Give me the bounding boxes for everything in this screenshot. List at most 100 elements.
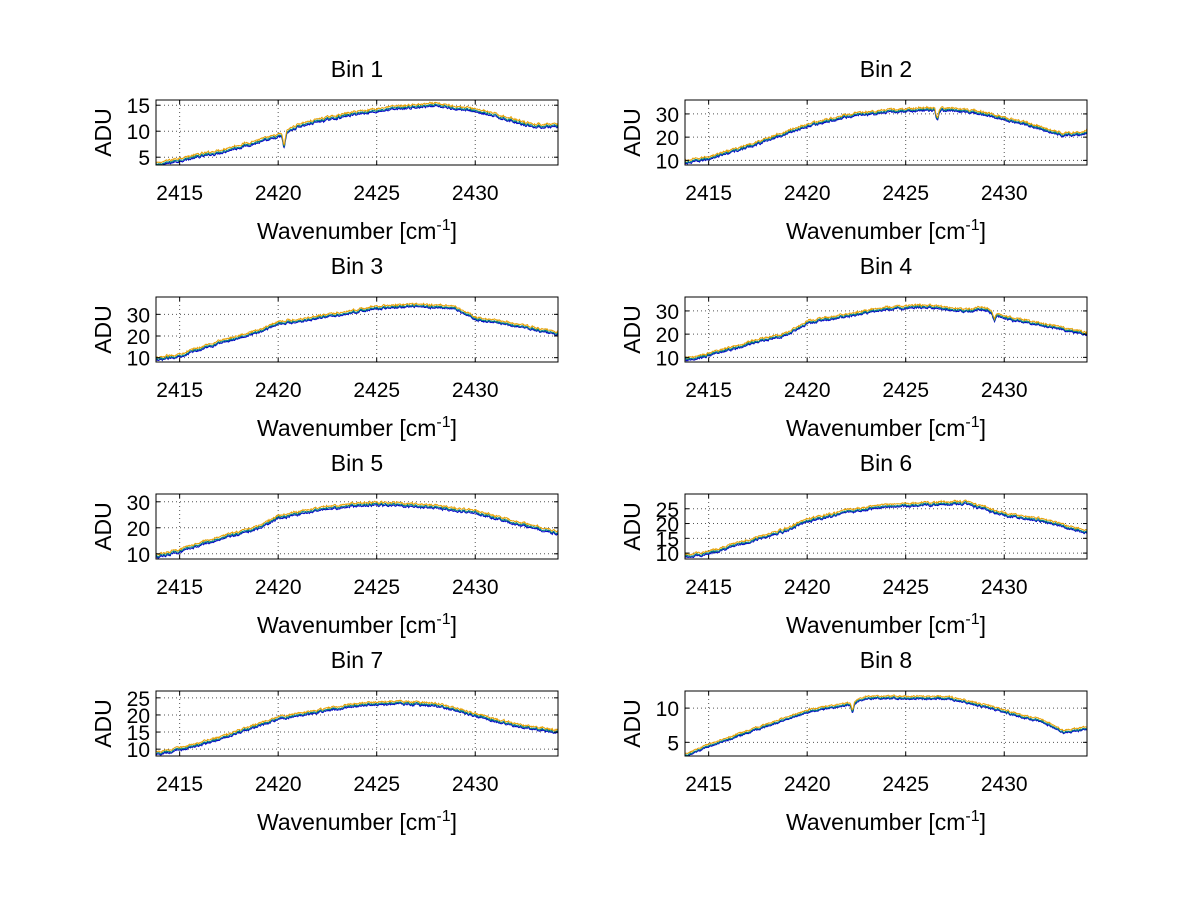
y-tick-label: 10 xyxy=(656,543,679,566)
x-axis-label-bracket: ] xyxy=(980,809,986,835)
y-tick-label: 10 xyxy=(656,150,679,173)
y-axis-label: ADU xyxy=(90,699,116,748)
panel-bin-8: 2415 2420 2425 2430 5 10 Bin 8 ADU Wavenumber [c… xyxy=(619,647,1088,835)
x-axis-label-text: Wavenumber [cm xyxy=(786,218,965,244)
x-axis-label-text: Wavenumber [cm xyxy=(257,415,436,441)
panel-title: Bin 8 xyxy=(860,647,912,673)
series-group xyxy=(156,101,558,165)
y-tick-label: 20 xyxy=(127,518,150,541)
y-tick-label: 5 xyxy=(667,732,679,755)
y-axis-label: ADU xyxy=(90,502,116,551)
y-tick-label: 25 xyxy=(656,499,679,522)
series-line-3 xyxy=(685,105,1087,162)
x-axis-label-text: Wavenumber [cm xyxy=(257,612,436,638)
series-line-2 xyxy=(156,303,558,361)
x-tick-label: 2415 xyxy=(156,773,203,796)
series-line-3 xyxy=(685,694,1087,755)
series-line-2 xyxy=(685,304,1087,361)
x-axis-label: Wavenumber [cm-1] xyxy=(786,414,986,441)
y-axis-label: ADU xyxy=(90,305,116,354)
x-tick-label: 2420 xyxy=(784,576,831,599)
x-tick-label: 2430 xyxy=(452,773,499,796)
y-tick-label: 30 xyxy=(656,301,679,324)
x-axis-label-text: Wavenumber [cm xyxy=(786,809,965,835)
x-axis-label-bracket: ] xyxy=(980,612,986,638)
y-tick-label: 25 xyxy=(127,688,150,711)
x-tick-label: 2415 xyxy=(156,576,203,599)
y-tick-label: 10 xyxy=(656,347,679,370)
series-line-1 xyxy=(685,108,1087,165)
y-tick-label: 15 xyxy=(127,722,150,745)
series-line-2 xyxy=(685,696,1087,756)
axes-frame xyxy=(684,99,1088,166)
x-tick-label: 2420 xyxy=(255,773,302,796)
x-axis-label-bracket: ] xyxy=(451,809,457,835)
axes-frame xyxy=(155,690,559,757)
x-tick-label: 2415 xyxy=(685,182,732,205)
y-tick-label: 20 xyxy=(127,326,150,349)
x-axis-label: Wavenumber [cm-1] xyxy=(257,414,457,441)
x-tick-label: 2425 xyxy=(353,576,400,599)
x-tick-label: 2415 xyxy=(685,379,732,402)
panel-title: Bin 4 xyxy=(860,253,913,279)
panel-bin-1: 2415 2420 2425 2430 5 10 15 Bin 1 ADU Wavenumber … xyxy=(90,56,559,244)
y-tick-label: 15 xyxy=(656,528,679,551)
x-tick-label: 2430 xyxy=(981,773,1028,796)
panel-bin-5: 2415 2420 2425 2430 10 20 30 Bin 5 ADU Wavenumber… xyxy=(90,450,559,638)
x-axis-label: Wavenumber [cm-1] xyxy=(786,217,986,244)
panel-title: Bin 7 xyxy=(331,647,383,673)
axes-frame xyxy=(155,493,559,560)
panel-title: Bin 5 xyxy=(331,450,383,476)
series-line-1 xyxy=(156,104,558,165)
y-axis-label: ADU xyxy=(90,108,116,157)
y-tick-label: 20 xyxy=(127,705,150,728)
x-axis-label-superscript: -1 xyxy=(436,611,450,628)
x-axis-label-bracket: ] xyxy=(451,415,457,441)
axes-frame xyxy=(684,493,1088,560)
series-line-1 xyxy=(156,503,558,559)
x-tick-label: 2430 xyxy=(981,379,1028,402)
axes-frame xyxy=(155,99,559,166)
x-tick-label: 2425 xyxy=(353,379,400,402)
y-tick-label: 15 xyxy=(127,95,150,118)
x-tick-label: 2420 xyxy=(255,576,302,599)
y-tick-label: 5 xyxy=(138,147,150,170)
series-line-3 xyxy=(156,500,558,556)
series-line-1 xyxy=(685,502,1087,559)
x-tick-label: 2415 xyxy=(156,379,203,402)
series-line-3 xyxy=(156,302,558,359)
x-axis-label-text: Wavenumber [cm xyxy=(786,415,965,441)
y-tick-label: 20 xyxy=(656,127,679,150)
series-line-3 xyxy=(156,101,558,164)
x-tick-label: 2415 xyxy=(685,576,732,599)
x-tick-label: 2420 xyxy=(784,773,831,796)
x-tick-label: 2425 xyxy=(882,773,929,796)
y-tick-label: 10 xyxy=(127,739,150,762)
series-group xyxy=(685,303,1087,362)
x-tick-label: 2430 xyxy=(452,182,499,205)
x-axis-label-superscript: -1 xyxy=(436,808,450,825)
series-group xyxy=(156,500,558,559)
axes-frame xyxy=(684,296,1088,363)
series-group xyxy=(685,694,1087,756)
x-tick-label: 2425 xyxy=(882,379,929,402)
series-line-3 xyxy=(685,303,1087,360)
x-tick-label: 2425 xyxy=(882,182,929,205)
x-tick-label: 2425 xyxy=(882,576,929,599)
y-tick-label: 30 xyxy=(127,492,150,515)
y-tick-label: 30 xyxy=(656,104,679,127)
x-axis-label: Wavenumber [cm-1] xyxy=(257,808,457,835)
x-tick-label: 2420 xyxy=(784,379,831,402)
x-tick-label: 2420 xyxy=(255,379,302,402)
x-axis-label-superscript: -1 xyxy=(965,808,979,825)
series-line-2 xyxy=(685,107,1087,164)
series-line-2 xyxy=(156,501,558,558)
y-tick-label: 20 xyxy=(656,514,679,537)
x-axis-label: Wavenumber [cm-1] xyxy=(257,217,457,244)
series-line-1 xyxy=(685,696,1087,756)
series-line-2 xyxy=(685,500,1087,558)
